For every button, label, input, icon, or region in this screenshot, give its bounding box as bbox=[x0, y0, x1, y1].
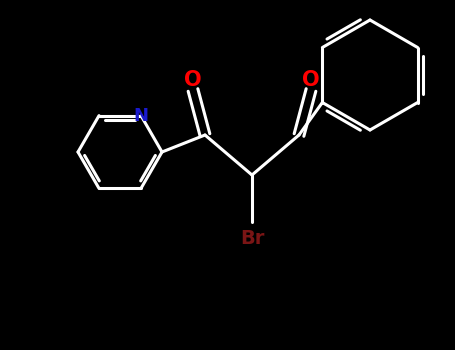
Text: O: O bbox=[302, 70, 320, 90]
Text: N: N bbox=[133, 107, 148, 125]
Text: O: O bbox=[184, 70, 202, 90]
Text: Br: Br bbox=[240, 229, 264, 247]
